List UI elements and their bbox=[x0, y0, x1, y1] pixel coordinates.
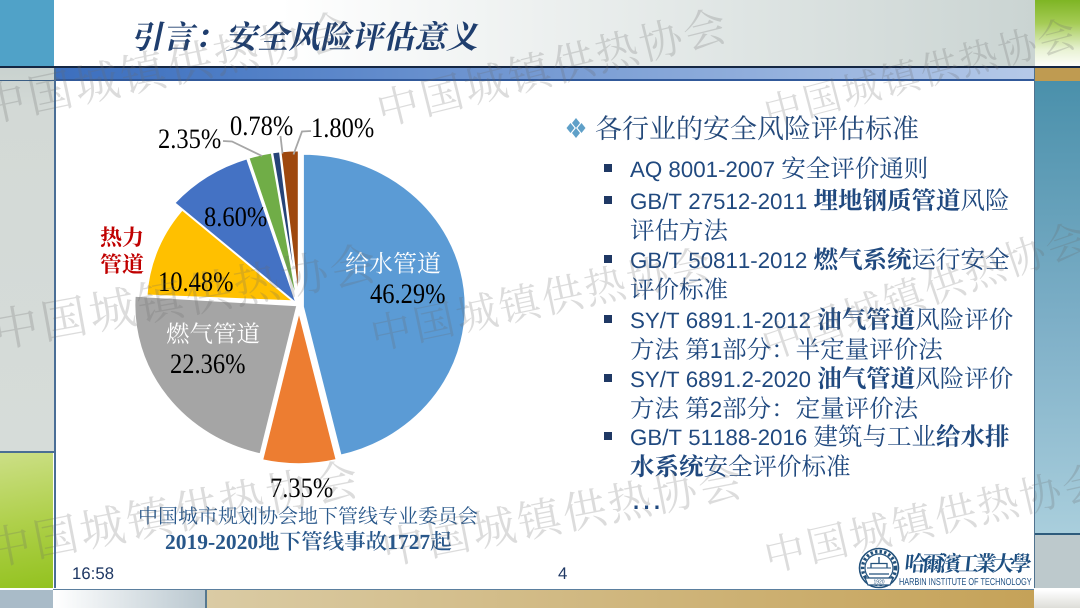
svg-text:1920: 1920 bbox=[873, 580, 884, 586]
